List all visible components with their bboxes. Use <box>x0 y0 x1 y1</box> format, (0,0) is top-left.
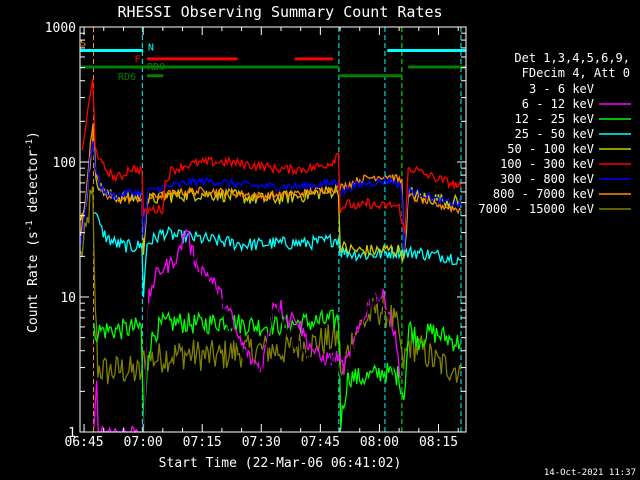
series-line <box>80 186 462 385</box>
legend-entry-label: 25 - 50 keV <box>515 127 594 141</box>
chart-title: RHESSI Observing Summary Count Rates <box>117 3 442 21</box>
x-tick-label: 07:45 <box>301 435 340 450</box>
x-tick-label: 08:00 <box>360 435 399 450</box>
tick-layer: 06:45 07:00 07:15 07:30 07:45 08:00 08:15 1 10 10… <box>45 21 466 450</box>
y-tick-label: 10 <box>60 291 76 306</box>
legend-entry-label: 100 - 300 keV <box>500 157 594 171</box>
x-tick-label: 07:15 <box>183 435 222 450</box>
x-tick-label: 07:00 <box>124 435 163 450</box>
flag-label: S <box>80 38 86 49</box>
x-tick-label: 08:15 <box>419 435 458 450</box>
legend-entry-label: 12 - 25 keV <box>515 112 594 126</box>
legend-entry-label: 6 - 12 keV <box>522 97 594 111</box>
legend: Det 1,3,4,5,6,9, FDecim 4, Att 0 3 - 6 k… <box>478 51 631 216</box>
series-line <box>142 242 398 433</box>
footer-timestamp: 14-Oct-2021 11:37 <box>544 468 636 478</box>
legend-entry-label: 3 - 6 keV <box>529 82 594 96</box>
series-line <box>93 212 462 298</box>
flag-label: RD0 <box>147 62 165 73</box>
flag-layer: S NF RD0 RD6 <box>80 38 466 83</box>
y-axis-label: Count Rate (s-1 detector-1) <box>25 131 41 333</box>
flag-label: N <box>148 42 154 53</box>
x-axis-label: Start Time (22-Mar-06 06:41:02) <box>159 456 402 471</box>
flag-label: F <box>134 54 140 65</box>
legend-header-line-2: FDecim 4, Att 0 <box>522 66 630 80</box>
legend-header-line-1: Det 1,3,4,5,6,9, <box>514 51 630 65</box>
y-tick-label: 100 <box>53 156 76 171</box>
y-axis-label-main: Count Rate (s <box>26 231 41 333</box>
legend-entry-label: 800 - 7000 keV <box>493 187 594 201</box>
series-layer <box>80 78 462 434</box>
legend-entry-label: 7000 - 15000 keV <box>478 202 594 216</box>
y-tick-label: 1000 <box>45 21 76 36</box>
y-axis-label-sup1: -1 <box>25 220 35 231</box>
y-axis-label-sup2: -1 <box>25 139 35 150</box>
y-axis-label-mid: detector <box>26 150 41 221</box>
series-line <box>93 308 461 430</box>
x-tick-label: 07:30 <box>242 435 281 450</box>
y-tick-label: 1 <box>68 426 76 441</box>
series-line <box>80 141 462 251</box>
plot-frame <box>79 26 467 433</box>
flag-label: RD6 <box>118 72 136 83</box>
legend-entry-label: 300 - 800 keV <box>500 172 594 186</box>
x-tick-label: 06:45 <box>64 435 103 450</box>
series-line <box>81 78 462 234</box>
y-axis-label-end: ) <box>26 131 41 139</box>
legend-entry-label: 50 - 100 keV <box>507 142 594 156</box>
